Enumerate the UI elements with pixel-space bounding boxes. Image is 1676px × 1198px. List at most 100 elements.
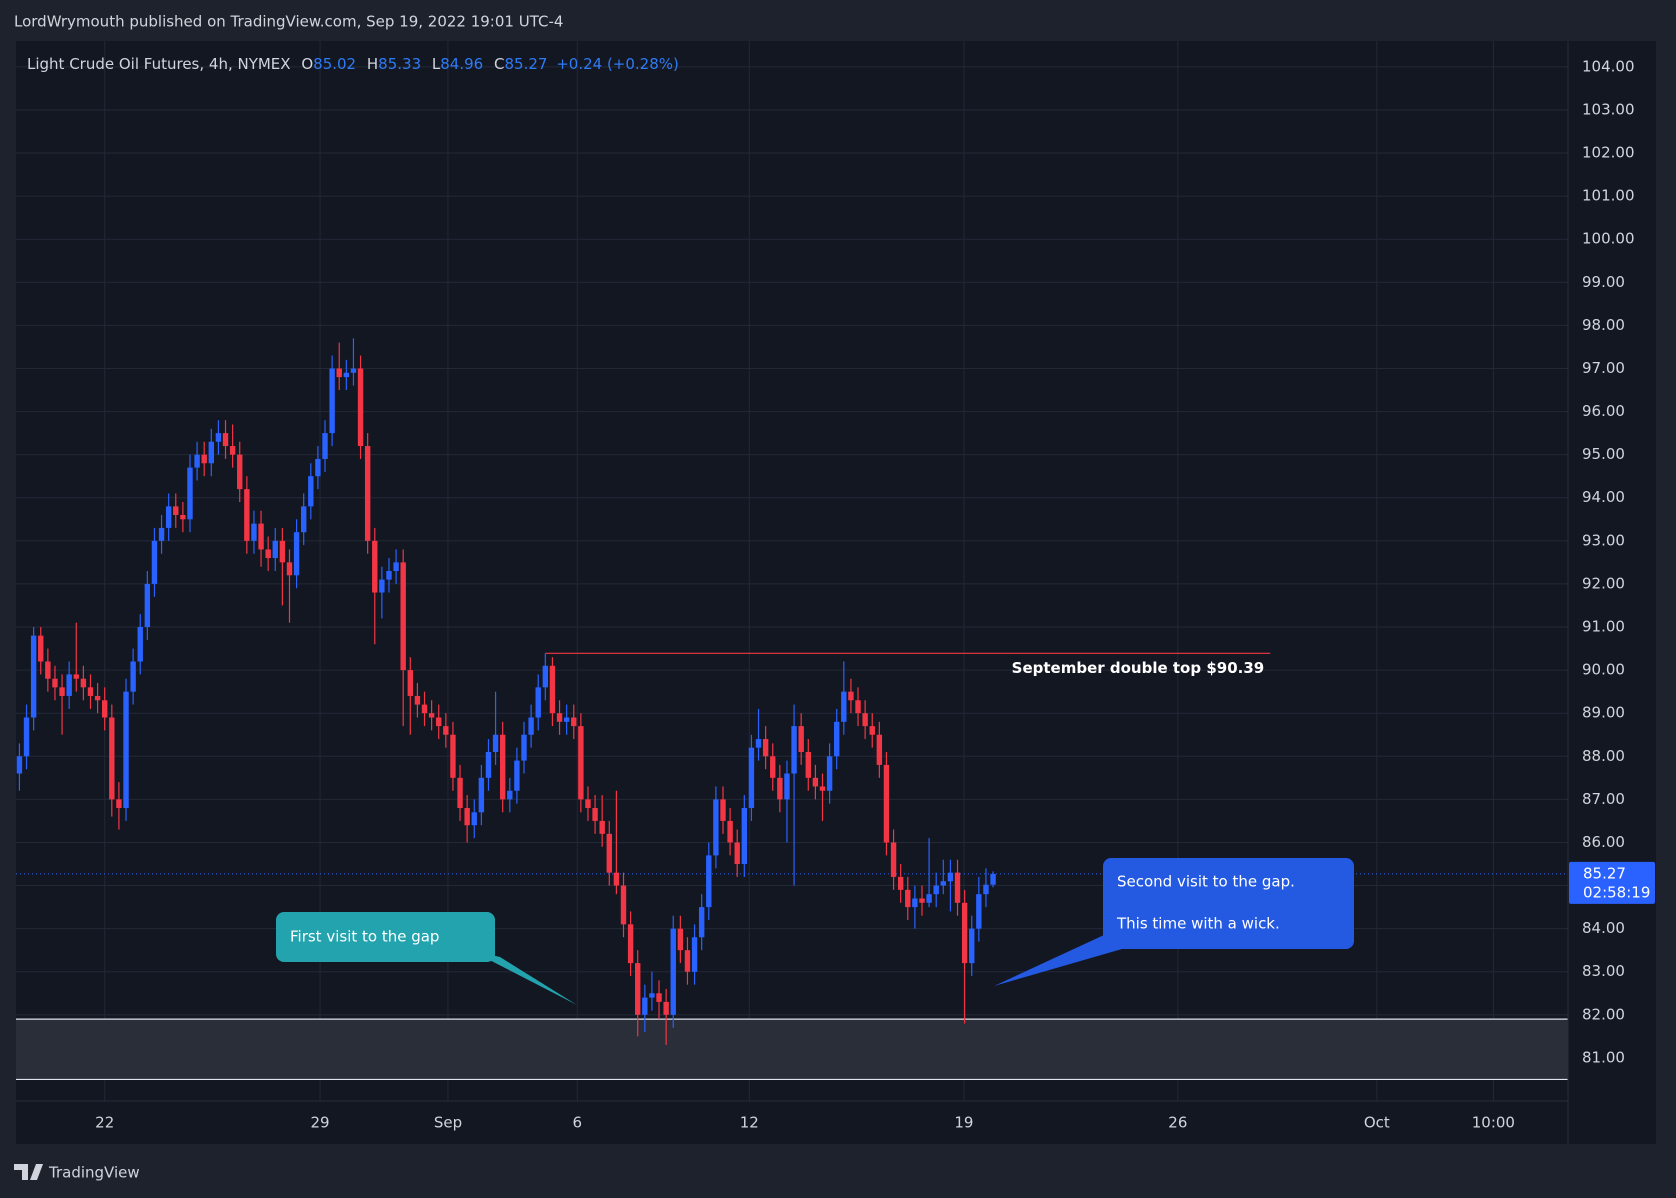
callout-pointer — [994, 935, 1122, 986]
candle-body — [919, 898, 925, 903]
y-tick-label: 96.00 — [1582, 402, 1625, 420]
candle-body — [819, 786, 826, 791]
candle-body — [464, 807, 470, 826]
candle-body — [102, 700, 108, 718]
candle-body — [947, 872, 954, 882]
candle-body — [123, 691, 129, 808]
callout-box — [276, 912, 495, 962]
candle-body — [237, 454, 243, 490]
candle-body — [542, 665, 549, 688]
candle-body — [606, 833, 612, 873]
legend-open: 85.02 — [313, 55, 356, 73]
candle-body — [45, 661, 51, 679]
y-tick-label: 87.00 — [1582, 790, 1625, 808]
y-tick-label: 94.00 — [1582, 488, 1625, 506]
y-tick-label: 90.00 — [1582, 661, 1625, 679]
candle-body — [336, 368, 342, 378]
candle-body — [663, 1001, 669, 1015]
candle-body — [80, 678, 87, 688]
candle-body — [16, 756, 23, 774]
callout-second: Second visit to the gap. This time with … — [994, 858, 1354, 986]
candle-body — [741, 807, 748, 865]
candle-body — [514, 760, 520, 791]
price-tag-countdown: 02:58:19 — [1583, 883, 1650, 901]
x-tick-label: Sep — [434, 1114, 462, 1132]
legend-high: 85.33 — [378, 55, 421, 73]
candle-body — [592, 807, 598, 821]
candle-body — [762, 739, 769, 757]
candle-body — [73, 674, 79, 679]
candle-body — [471, 812, 477, 826]
candle-body — [350, 368, 357, 373]
price-tag-value: 85.27 — [1583, 864, 1626, 882]
candle-body — [109, 717, 115, 800]
y-tick-label: 88.00 — [1582, 747, 1625, 765]
y-tick-label: 91.00 — [1582, 618, 1625, 636]
candle-body — [841, 691, 847, 722]
candle-body — [428, 713, 435, 718]
x-tick-label: 19 — [954, 1114, 973, 1132]
candle-body — [59, 687, 65, 696]
candle-body — [87, 687, 94, 696]
candle-body — [563, 717, 570, 722]
candle-body — [535, 687, 541, 718]
y-tick-label: 86.00 — [1582, 833, 1625, 851]
candle-body — [251, 523, 257, 541]
candle-body — [862, 713, 868, 727]
candle-body — [400, 562, 406, 671]
candle-body — [905, 889, 911, 908]
candle-body — [215, 433, 222, 442]
legend-h: H — [367, 55, 378, 73]
candle-body — [620, 885, 627, 925]
candle-body — [165, 506, 172, 528]
y-tick-label: 101.00 — [1582, 187, 1635, 205]
candle-body — [357, 368, 364, 447]
candle-body — [507, 790, 513, 800]
footer-text: TradingView — [48, 1164, 140, 1182]
candle-body — [372, 540, 378, 593]
candle-body — [272, 540, 278, 559]
candle-body — [961, 902, 968, 964]
candle-body — [869, 726, 875, 735]
candle-body — [258, 523, 264, 550]
candle-body — [23, 717, 30, 757]
candle-body — [450, 734, 456, 778]
candle-body — [848, 691, 854, 701]
candle-body — [691, 937, 698, 972]
legend-change: +0.24 (+0.28%) — [556, 55, 679, 73]
candle-body — [194, 454, 200, 468]
legend-low: 84.96 — [440, 55, 483, 73]
y-tick-label: 92.00 — [1582, 574, 1625, 592]
legend-l: L — [432, 55, 441, 73]
x-tick-label: 26 — [1168, 1114, 1187, 1132]
candle-body — [585, 799, 591, 808]
y-tick-label: 104.00 — [1582, 57, 1635, 75]
callout-pointer — [470, 950, 577, 1005]
candle-body — [656, 993, 662, 1002]
candle-body — [485, 751, 492, 778]
gap-zone — [16, 1019, 1568, 1080]
candle-body — [976, 894, 982, 929]
candle-body — [777, 777, 783, 800]
candle-body — [677, 928, 684, 951]
y-tick-label: 83.00 — [1582, 962, 1625, 980]
footer-logo: TradingView — [14, 1164, 140, 1182]
candle-body — [492, 734, 499, 752]
candle-body — [279, 540, 286, 563]
candle-body — [635, 963, 641, 1015]
candle-body — [386, 571, 392, 580]
candle-body — [826, 756, 833, 791]
candle-body — [30, 635, 37, 718]
x-tick-label: 10:00 — [1472, 1114, 1515, 1132]
candle-body — [748, 747, 755, 808]
candle-body — [144, 583, 151, 628]
candle-body — [954, 872, 961, 903]
candle-body — [222, 433, 229, 447]
candle-body — [670, 928, 676, 1015]
candle-body — [627, 924, 634, 964]
y-tick-label: 81.00 — [1582, 1048, 1625, 1066]
candle-body — [890, 842, 897, 877]
marks: September double top $90.39 — [16, 338, 1568, 1081]
candle-body — [770, 756, 776, 778]
